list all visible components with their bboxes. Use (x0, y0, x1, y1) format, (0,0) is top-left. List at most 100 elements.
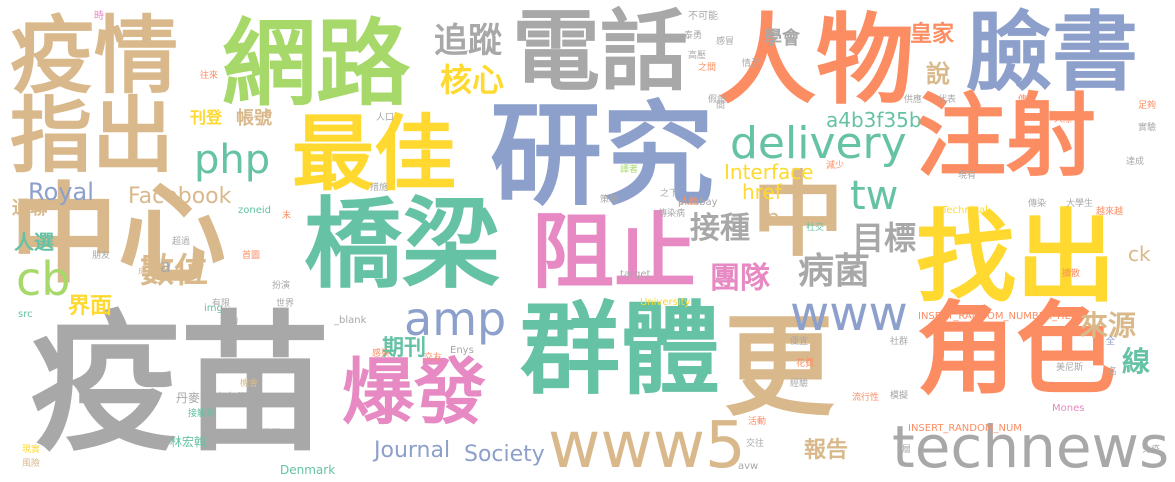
word: 名 (1108, 367, 1118, 377)
word: 中 (752, 162, 845, 269)
word: 美尼斯 (1056, 363, 1084, 373)
word: 疫情 (10, 7, 179, 105)
word: pixabay (678, 197, 718, 208)
word: 不可能 (688, 11, 718, 22)
word: 世界 (276, 299, 295, 309)
word: cb (16, 252, 71, 306)
word: 扮演 (272, 281, 291, 291)
word: www5 (548, 409, 746, 482)
word: 期刊 (382, 336, 427, 361)
word: 接觸到 (188, 409, 216, 419)
word: 團隊 (710, 261, 770, 296)
word: 擴散 (1062, 269, 1081, 279)
word: 阻止 (532, 205, 697, 300)
word: 風險 (22, 459, 41, 469)
word: Enys (450, 345, 474, 356)
word: 機會 (240, 379, 259, 389)
word: 傳染病 (658, 209, 686, 219)
word: 模擬 (890, 391, 909, 401)
word: 人際 (1054, 115, 1073, 125)
word: 時 (94, 11, 104, 22)
word: target (620, 269, 651, 280)
word: 全 (1106, 337, 1116, 347)
word: 藥物 (220, 317, 239, 327)
word: 追蹤 (434, 21, 502, 61)
word: 泰勇 (684, 31, 703, 41)
word: 感染 (372, 349, 391, 359)
word: 現實 (22, 445, 41, 455)
word: 電話 (512, 0, 689, 103)
word: src (18, 309, 33, 320)
word: INSERT_RANDOM_NUMBER_HERE (918, 311, 1085, 322)
word: 通聯 (12, 198, 48, 219)
word: Society (464, 442, 545, 467)
word: zoneid (238, 205, 271, 216)
word: Journal (374, 438, 451, 463)
word: 人選 (14, 230, 54, 254)
word: 接種 (690, 211, 750, 246)
word: 刊登 (190, 108, 223, 127)
word: 花費 (796, 359, 815, 369)
word: a (160, 256, 172, 277)
word: 報告 (804, 438, 849, 463)
word: 指出 (10, 89, 175, 184)
word: 社交 (806, 223, 825, 233)
word: 更 (724, 303, 834, 431)
word: 林宏翰 (170, 435, 207, 449)
word: 臉書 (966, 3, 1138, 103)
word: INSERT_RANDOM_NUM (908, 423, 1022, 434)
word: tw (850, 173, 899, 219)
word: 目標 (852, 219, 917, 257)
word: 活動 (748, 417, 767, 427)
word: 實驗 (1138, 123, 1157, 133)
word: 減少 (826, 161, 845, 171)
word: 傳染 (1028, 199, 1047, 209)
word: 現有 (958, 171, 977, 181)
word: 病菌 (798, 251, 871, 292)
word: 傳布 (1018, 95, 1037, 105)
word: 高壓 (688, 51, 707, 61)
word: ck (1128, 242, 1151, 266)
word: 假設 (708, 95, 727, 105)
word: 朋友 (92, 251, 111, 261)
word: 譯者 (620, 165, 639, 175)
word: 最佳 (292, 107, 457, 202)
word: 研究 (490, 91, 714, 221)
word: href (742, 180, 782, 204)
word: Royal (28, 178, 94, 206)
word: 成員 (138, 267, 157, 277)
word: 中心 (10, 173, 227, 298)
word: 策略 (600, 195, 619, 205)
word: 界面 (68, 294, 113, 319)
word: 感冒 (716, 37, 735, 47)
word: amp (404, 292, 507, 346)
word: 爆發 (342, 350, 487, 434)
word: 之間 (698, 63, 717, 73)
word: Facebook (128, 184, 232, 209)
word: 核心 (440, 61, 505, 99)
word: 交往 (746, 439, 765, 449)
word: 皇家 (910, 22, 955, 47)
word: 來源 (1080, 309, 1137, 342)
word: 找出 (916, 199, 1116, 316)
word: avw (738, 461, 759, 472)
word: 學會 (764, 28, 800, 49)
word: 經驗 (790, 379, 809, 389)
word: 超過 (172, 237, 191, 247)
word: 有限 (212, 299, 231, 309)
word: 措施 (370, 183, 389, 193)
word: 情況 (742, 59, 761, 69)
word: 交友 (424, 353, 443, 363)
word: 數位 (140, 251, 208, 291)
word: 首圖 (242, 251, 261, 261)
word: 足夠 (1138, 101, 1157, 111)
word: 疫苗 (30, 298, 331, 472)
word: 代表 (938, 95, 957, 105)
word: 群體 (520, 291, 720, 408)
word: 層 (902, 445, 912, 455)
word: 達成 (1126, 157, 1145, 167)
word: 便宜 (790, 337, 809, 347)
word: _blank (334, 315, 367, 326)
word: technews (892, 413, 1170, 481)
